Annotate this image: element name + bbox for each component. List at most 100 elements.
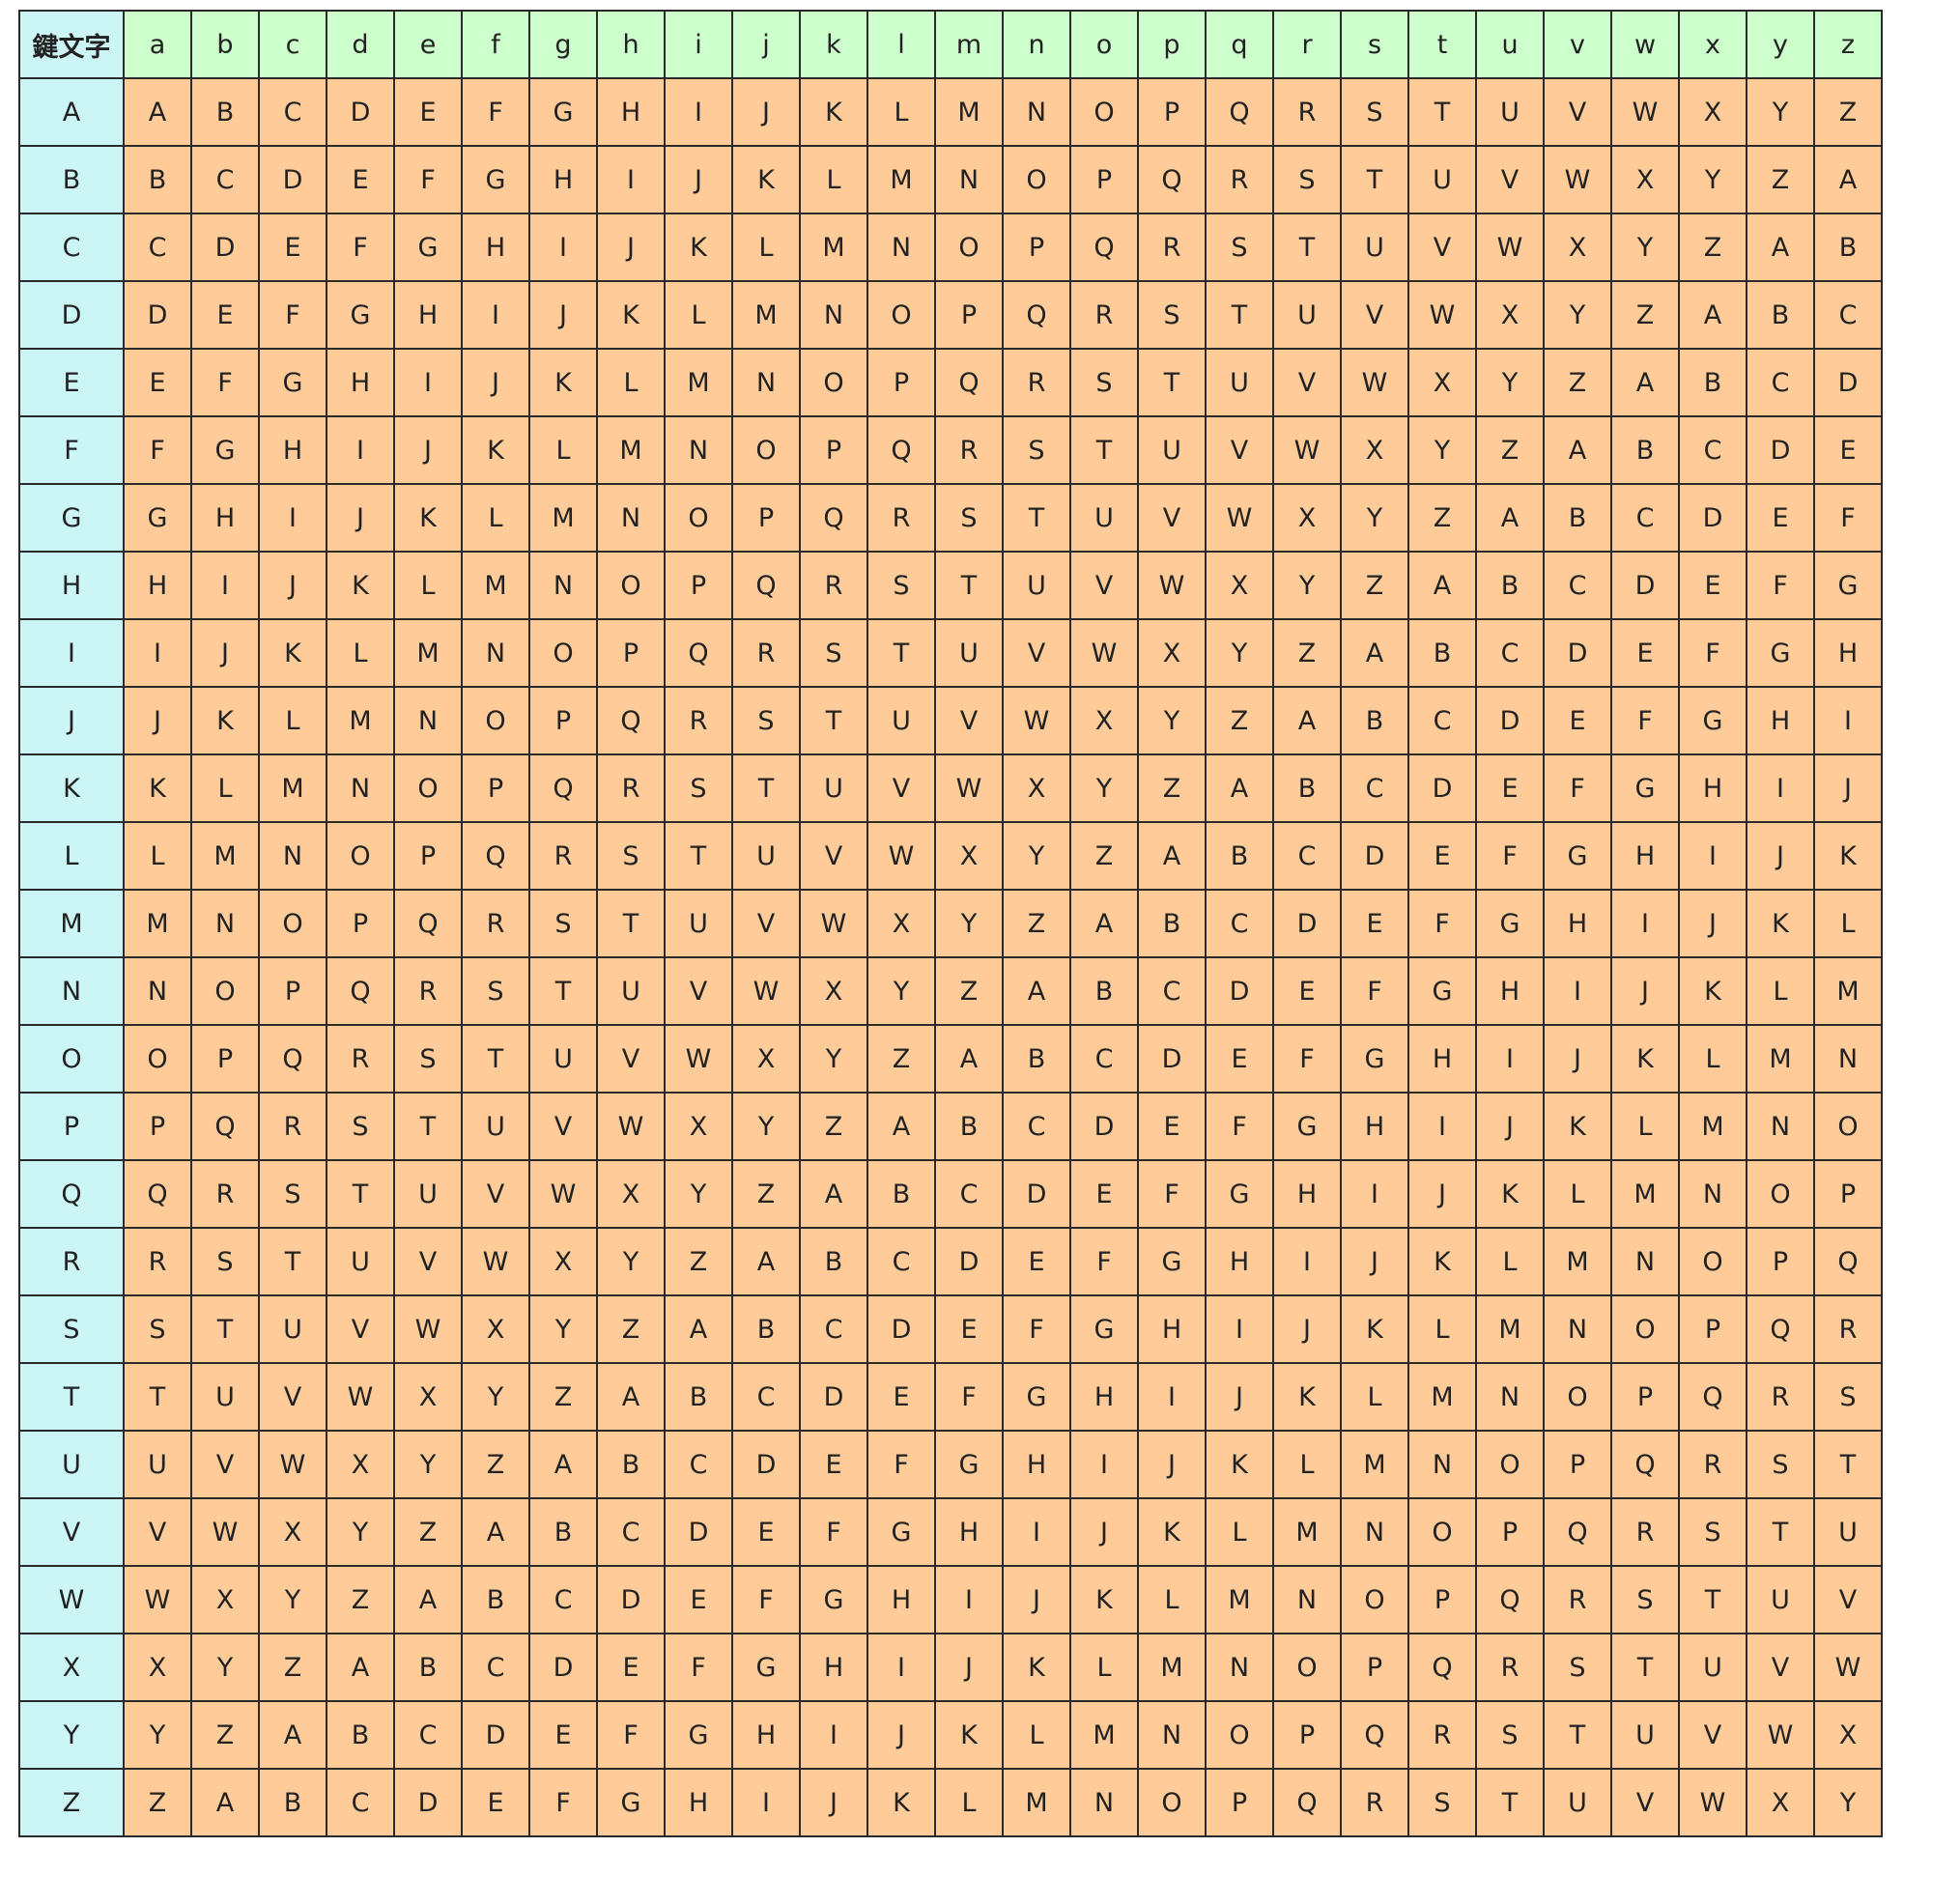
table-cell: H (1678, 753, 1747, 823)
table-cell: C (461, 1633, 530, 1702)
table-cell: L (799, 145, 868, 214)
table-cell: O (123, 1024, 192, 1094)
table-cell: B (1678, 348, 1747, 417)
row-key-3: D (18, 280, 125, 350)
table-cell: K (1475, 1159, 1545, 1229)
table-cell: D (1407, 753, 1477, 823)
table-cell: F (326, 213, 395, 282)
table-cell: H (123, 551, 192, 620)
table-cell: I (866, 1633, 936, 1702)
table-cell: B (258, 1768, 327, 1837)
table-cell: T (528, 956, 598, 1026)
table-cell: S (528, 889, 598, 958)
column-key-19: t (1407, 10, 1477, 79)
column-key-23: x (1678, 10, 1747, 79)
table-cell: S (799, 618, 868, 688)
table-cell: K (1137, 1497, 1207, 1567)
column-key-2: c (258, 10, 327, 79)
table-cell: F (190, 348, 260, 417)
table-cell: M (1543, 1227, 1612, 1296)
table-cell: T (123, 1362, 192, 1432)
table-cell: B (866, 1159, 936, 1229)
table-cell: A (1340, 618, 1409, 688)
row-key-25: Z (18, 1768, 125, 1837)
table-cell: N (1475, 1362, 1545, 1432)
table-cell: X (1746, 1768, 1815, 1837)
row-key-2: C (18, 213, 125, 282)
table-cell: X (1205, 551, 1274, 620)
table-cell: T (1137, 348, 1207, 417)
table-cell: R (326, 1024, 395, 1094)
table-cell: N (596, 483, 666, 553)
table-cell: Y (461, 1362, 530, 1432)
table-cell: W (258, 1430, 327, 1499)
table-cell: M (1475, 1294, 1545, 1364)
table-cell: B (1340, 686, 1409, 755)
table-cell: T (731, 753, 801, 823)
table-cell: Y (258, 1565, 327, 1634)
table-cell: X (1272, 483, 1342, 553)
table-cell: T (1002, 483, 1071, 553)
table-cell: J (596, 213, 666, 282)
table-cell: X (528, 1227, 598, 1296)
table-cell: P (1678, 1294, 1747, 1364)
table-cell: E (258, 213, 327, 282)
table-cell: R (1746, 1362, 1815, 1432)
table-cell: S (123, 1294, 192, 1364)
table-cell: H (1137, 1294, 1207, 1364)
column-key-10: k (799, 10, 868, 79)
table-cell: B (461, 1565, 530, 1634)
table-cell: J (190, 618, 260, 688)
table-cell: U (258, 1294, 327, 1364)
table-cell: O (1813, 1092, 1883, 1161)
table-cell: K (1340, 1294, 1409, 1364)
table-cell: A (461, 1497, 530, 1567)
column-key-16: q (1205, 10, 1274, 79)
table-cell: S (326, 1092, 395, 1161)
table-cell: V (1407, 213, 1477, 282)
table-cell: Y (528, 1294, 598, 1364)
table-cell: M (1813, 956, 1883, 1026)
table-cell: T (1813, 1430, 1883, 1499)
table-cell: R (190, 1159, 260, 1229)
table-cell: L (1746, 956, 1815, 1026)
table-cell: B (934, 1092, 1004, 1161)
table-cell: F (596, 1700, 666, 1770)
table-cell: Y (664, 1159, 733, 1229)
table-cell: R (1678, 1430, 1747, 1499)
table-cell: C (1610, 483, 1680, 553)
table-cell: K (1002, 1633, 1071, 1702)
table-cell: E (731, 1497, 801, 1567)
table-cell: P (393, 821, 463, 891)
table-cell: I (1678, 821, 1747, 891)
table-cell: X (1137, 618, 1207, 688)
table-cell: S (1002, 415, 1071, 485)
table-cell: A (258, 1700, 327, 1770)
table-cell: O (866, 280, 936, 350)
table-cell: Q (1610, 1430, 1680, 1499)
table-cell: G (1610, 753, 1680, 823)
table-cell: W (799, 889, 868, 958)
table-cell: W (1069, 618, 1139, 688)
table-cell: K (731, 145, 801, 214)
table-cell: I (190, 551, 260, 620)
table-cell: T (326, 1159, 395, 1229)
table-cell: C (1475, 618, 1545, 688)
table-cell: K (1205, 1430, 1274, 1499)
column-key-7: h (596, 10, 666, 79)
table-cell: C (664, 1430, 733, 1499)
table-cell: W (1137, 551, 1207, 620)
row-key-15: P (18, 1092, 125, 1161)
table-cell: X (596, 1159, 666, 1229)
table-cell: U (1272, 280, 1342, 350)
table-cell: E (1137, 1092, 1207, 1161)
table-cell: B (731, 1294, 801, 1364)
table-cell: C (123, 213, 192, 282)
table-cell: B (1205, 821, 1274, 891)
table-cell: J (1678, 889, 1747, 958)
table-cell: F (1475, 821, 1545, 891)
table-cell: Q (461, 821, 530, 891)
table-cell: L (528, 415, 598, 485)
